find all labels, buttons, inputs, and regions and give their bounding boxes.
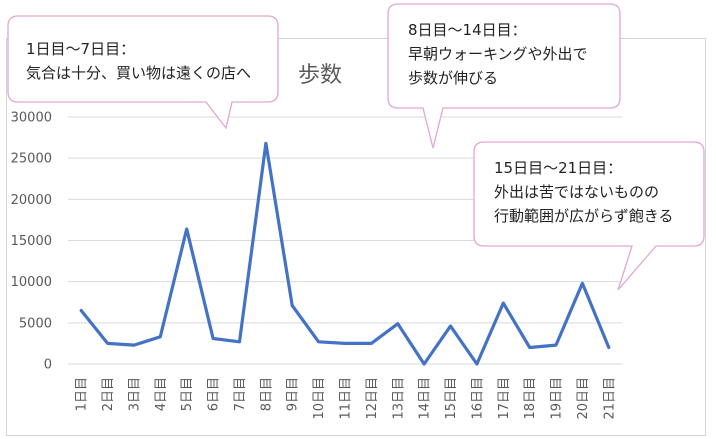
y-tick-label: 25000 [11, 152, 52, 167]
callout-2-text: 8日目〜14日目： 早朝ウォーキングや外出で 歩数が伸びる [408, 18, 588, 90]
x-tick-label: 13日目 [391, 377, 406, 420]
callout-2-line3: 歩数が伸びる [408, 69, 499, 87]
x-tick-label: 15日目 [444, 377, 459, 420]
x-tick-label: 20日目 [576, 377, 591, 420]
callout-3-bubble [473, 141, 705, 291]
y-tick-label: 5000 [19, 316, 52, 331]
callout-3-line1: 15日目〜21日目： [494, 159, 623, 177]
x-tick-label: 8日目 [259, 377, 274, 411]
x-tick-label: 11日目 [339, 377, 354, 420]
x-tick-label: 7日目 [233, 377, 248, 411]
y-tick-label: 20000 [11, 193, 52, 208]
callout-1-text: 1日目〜7日目： 気合は十分、買い物は遠くの店へ [26, 37, 251, 85]
callout-1-bubble [7, 15, 279, 130]
x-tick-label: 18日目 [523, 377, 538, 420]
x-tick-label: 10日目 [312, 377, 327, 420]
x-tick-label: 21日目 [602, 377, 617, 420]
callouts [7, 3, 705, 291]
y-tick-label: 30000 [11, 111, 52, 126]
y-axis-tick-labels: 0 5000 10000 15000 20000 25000 30000 [11, 111, 52, 373]
callout-3-text: 15日目〜21日目： 外出は苦ではないものの 行動範囲が広がらず飽きる [494, 156, 673, 228]
x-tick-label: 4日目 [154, 377, 169, 411]
series-steps [79, 141, 611, 366]
x-tick-label: 1日目 [75, 377, 90, 411]
chart-title: 歩数 [297, 63, 342, 88]
callout-2-line2: 早朝ウォーキングや外出で [408, 45, 588, 63]
callout-2-line1: 8日目〜14日目： [408, 21, 527, 39]
callout-3-line3: 行動範囲が広がらず飽きる [494, 207, 674, 225]
y-tick-label: 15000 [11, 234, 52, 249]
y-tick-label: 10000 [11, 275, 52, 290]
x-tick-label: 9日目 [286, 377, 301, 411]
callout-2-bubble [387, 3, 621, 149]
x-tick-label: 12日目 [365, 377, 380, 420]
x-tick-label: 14日目 [418, 377, 433, 420]
x-tick-label: 16日目 [470, 377, 485, 420]
x-tick-label: 6日目 [207, 377, 222, 411]
x-tick-label: 5日目 [180, 377, 195, 411]
series-line-0 [79, 141, 611, 366]
x-tick-label: 19日目 [550, 377, 565, 420]
y-tick-label: 0 [44, 358, 52, 373]
callout-1-line2: 気合は十分、買い物は遠くの店へ [26, 64, 252, 82]
x-axis-tick-labels: 1日目 2日目 3日目 4日目 5日目 6日目 7日目 8日目 9日目 10日目 11日目 12日目 1… [75, 377, 618, 420]
callout-1-line1: 1日目〜7日目： [26, 40, 136, 58]
callout-3-line2: 外出は苦ではないものの [494, 183, 660, 201]
x-tick-label: 3日目 [127, 377, 142, 411]
x-tick-label: 17日目 [497, 377, 512, 420]
x-tick-label: 2日目 [101, 377, 116, 411]
